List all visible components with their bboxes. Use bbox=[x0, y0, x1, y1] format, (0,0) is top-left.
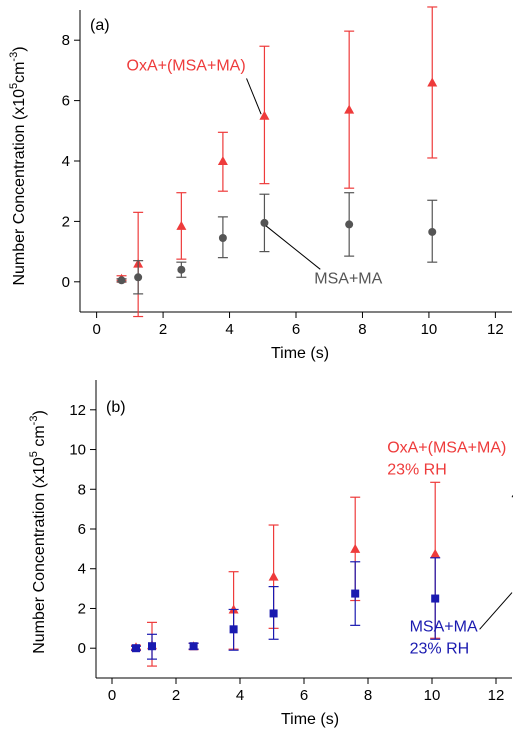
data-point-b-1-3 bbox=[229, 625, 238, 634]
x-tick-label-a-2: 4 bbox=[225, 321, 233, 338]
annotation-a-0: OxA+(MSA+MA) bbox=[127, 57, 246, 74]
y-axis-label-a-part2: cm bbox=[11, 62, 28, 83]
y-axis-label-b-part2: cm bbox=[31, 425, 48, 451]
y-tick-label-a-4: 8 bbox=[62, 32, 70, 49]
annotation-leader-b-1 bbox=[479, 592, 513, 630]
y-tick-label-b-1: 2 bbox=[78, 600, 86, 617]
data-point-a-0-5 bbox=[344, 104, 355, 114]
data-point-b-1-1 bbox=[148, 642, 156, 651]
annotation-b-1: MSA+MA bbox=[410, 618, 478, 635]
data-point-b-0-6 bbox=[430, 548, 441, 558]
x-tick-label-b-6: 12 bbox=[488, 687, 505, 704]
y-tick-label-b-6: 12 bbox=[69, 402, 86, 419]
x-tick-label-a-1: 2 bbox=[159, 321, 167, 338]
data-point-b-0-5 bbox=[350, 543, 361, 553]
annotation-line2-b-0: 23% RH bbox=[387, 462, 447, 479]
x-tick-label-a-0: 0 bbox=[92, 321, 100, 338]
y-axis-label-b-part3: ) bbox=[31, 410, 48, 415]
data-point-b-1-2 bbox=[189, 642, 198, 651]
x-tick-label-b-3: 6 bbox=[300, 687, 308, 704]
annotation-leader-a-1 bbox=[265, 225, 321, 270]
data-point-a-1-3 bbox=[218, 234, 227, 243]
data-point-a-0-4 bbox=[259, 110, 270, 120]
data-point-b-1-6 bbox=[431, 594, 440, 603]
data-point-b-1-0 bbox=[132, 644, 140, 653]
y-tick-label-b-4: 8 bbox=[78, 481, 86, 498]
y-axis-label-a: Number Concentration (x105cm-3) bbox=[8, 46, 28, 285]
annotation-a-1: MSA+MA bbox=[314, 270, 382, 287]
series-a-0 bbox=[116, 6, 438, 318]
data-point-a-0-3 bbox=[217, 156, 228, 165]
y-tick-label-a-3: 6 bbox=[62, 93, 70, 110]
x-tick-label-a-6: 12 bbox=[487, 321, 504, 338]
panel-a: (a) Time (s) Number Concentration (x105c… bbox=[8, 6, 512, 362]
x-tick-label-b-2: 4 bbox=[236, 687, 244, 704]
annotation-b-0: OxA+(MSA+MA) bbox=[387, 440, 506, 457]
data-point-b-1-5 bbox=[351, 589, 360, 598]
data-point-a-1-6 bbox=[428, 227, 437, 236]
data-point-a-1-0 bbox=[117, 276, 126, 285]
series-a-1 bbox=[116, 192, 438, 295]
plot-frame-a bbox=[82, 10, 512, 312]
y-axis-label-a-part1: Number Concentration (x10 bbox=[11, 89, 28, 286]
marks-a: 0 2 4 6 8 10 12 0 2 4 6 8 OxA+(MSA+MA) MSA+MA bbox=[62, 6, 504, 338]
data-point-b-0-4 bbox=[268, 571, 279, 581]
y-tick-label-b-2: 4 bbox=[78, 561, 86, 578]
y-tick-label-a-2: 4 bbox=[62, 153, 70, 170]
y-axis-label-a-sup2: -3 bbox=[8, 52, 20, 62]
data-point-a-1-4 bbox=[260, 218, 269, 227]
x-tick-label-a-4: 8 bbox=[358, 321, 366, 338]
data-point-a-0-6 bbox=[427, 77, 438, 87]
series-b-1 bbox=[131, 557, 441, 660]
series-b-0 bbox=[131, 481, 441, 667]
marks-b: 0 2 4 6 8 10 12 0 2 4 6 8 10 12 OxA+(MSA+MA) 23% RH MSA+… bbox=[69, 402, 513, 704]
x-tick-label-b-4: 8 bbox=[364, 687, 372, 704]
panel-b: (b) Time (s) Number Concentration (x105 … bbox=[28, 380, 513, 728]
y-axis-label-a-sup1: 5 bbox=[8, 83, 20, 89]
annotation-line2-b-1: 23% RH bbox=[410, 640, 470, 657]
y-axis-label-b: Number Concentration (x105 cm-3) bbox=[28, 410, 48, 654]
data-point-b-1-4 bbox=[269, 609, 278, 618]
y-tick-label-a-0: 0 bbox=[62, 274, 70, 291]
y-axis-label-b-sup1: 5 bbox=[28, 451, 40, 457]
y-tick-label-b-0: 0 bbox=[78, 640, 86, 657]
y-axis-label-a-part3: ) bbox=[11, 46, 28, 51]
x-tick-label-b-1: 2 bbox=[172, 687, 180, 704]
x-axis-label-b: Time (s) bbox=[281, 711, 339, 728]
x-tick-label-b-0: 0 bbox=[108, 687, 116, 704]
y-axis-label-b-part1: Number Concentration (x10 bbox=[31, 457, 48, 654]
data-point-a-1-5 bbox=[345, 220, 354, 229]
y-tick-label-b-5: 10 bbox=[69, 442, 86, 459]
data-point-a-1-2 bbox=[177, 265, 186, 274]
y-tick-label-a-1: 2 bbox=[62, 213, 70, 230]
x-axis-label-a: Time (s) bbox=[271, 345, 329, 362]
panel-label-b: (b) bbox=[106, 399, 126, 416]
annotation-leader-a-0 bbox=[246, 78, 262, 115]
data-point-a-0-2 bbox=[176, 220, 187, 230]
y-axis-label-b-sup2: -3 bbox=[28, 416, 40, 426]
x-tick-label-a-3: 6 bbox=[292, 321, 300, 338]
y-tick-label-b-3: 6 bbox=[78, 521, 86, 538]
x-tick-label-a-5: 10 bbox=[421, 321, 438, 338]
data-point-a-1-1 bbox=[134, 273, 143, 282]
x-tick-label-b-5: 10 bbox=[424, 687, 441, 704]
panel-label-a: (a) bbox=[90, 17, 110, 34]
